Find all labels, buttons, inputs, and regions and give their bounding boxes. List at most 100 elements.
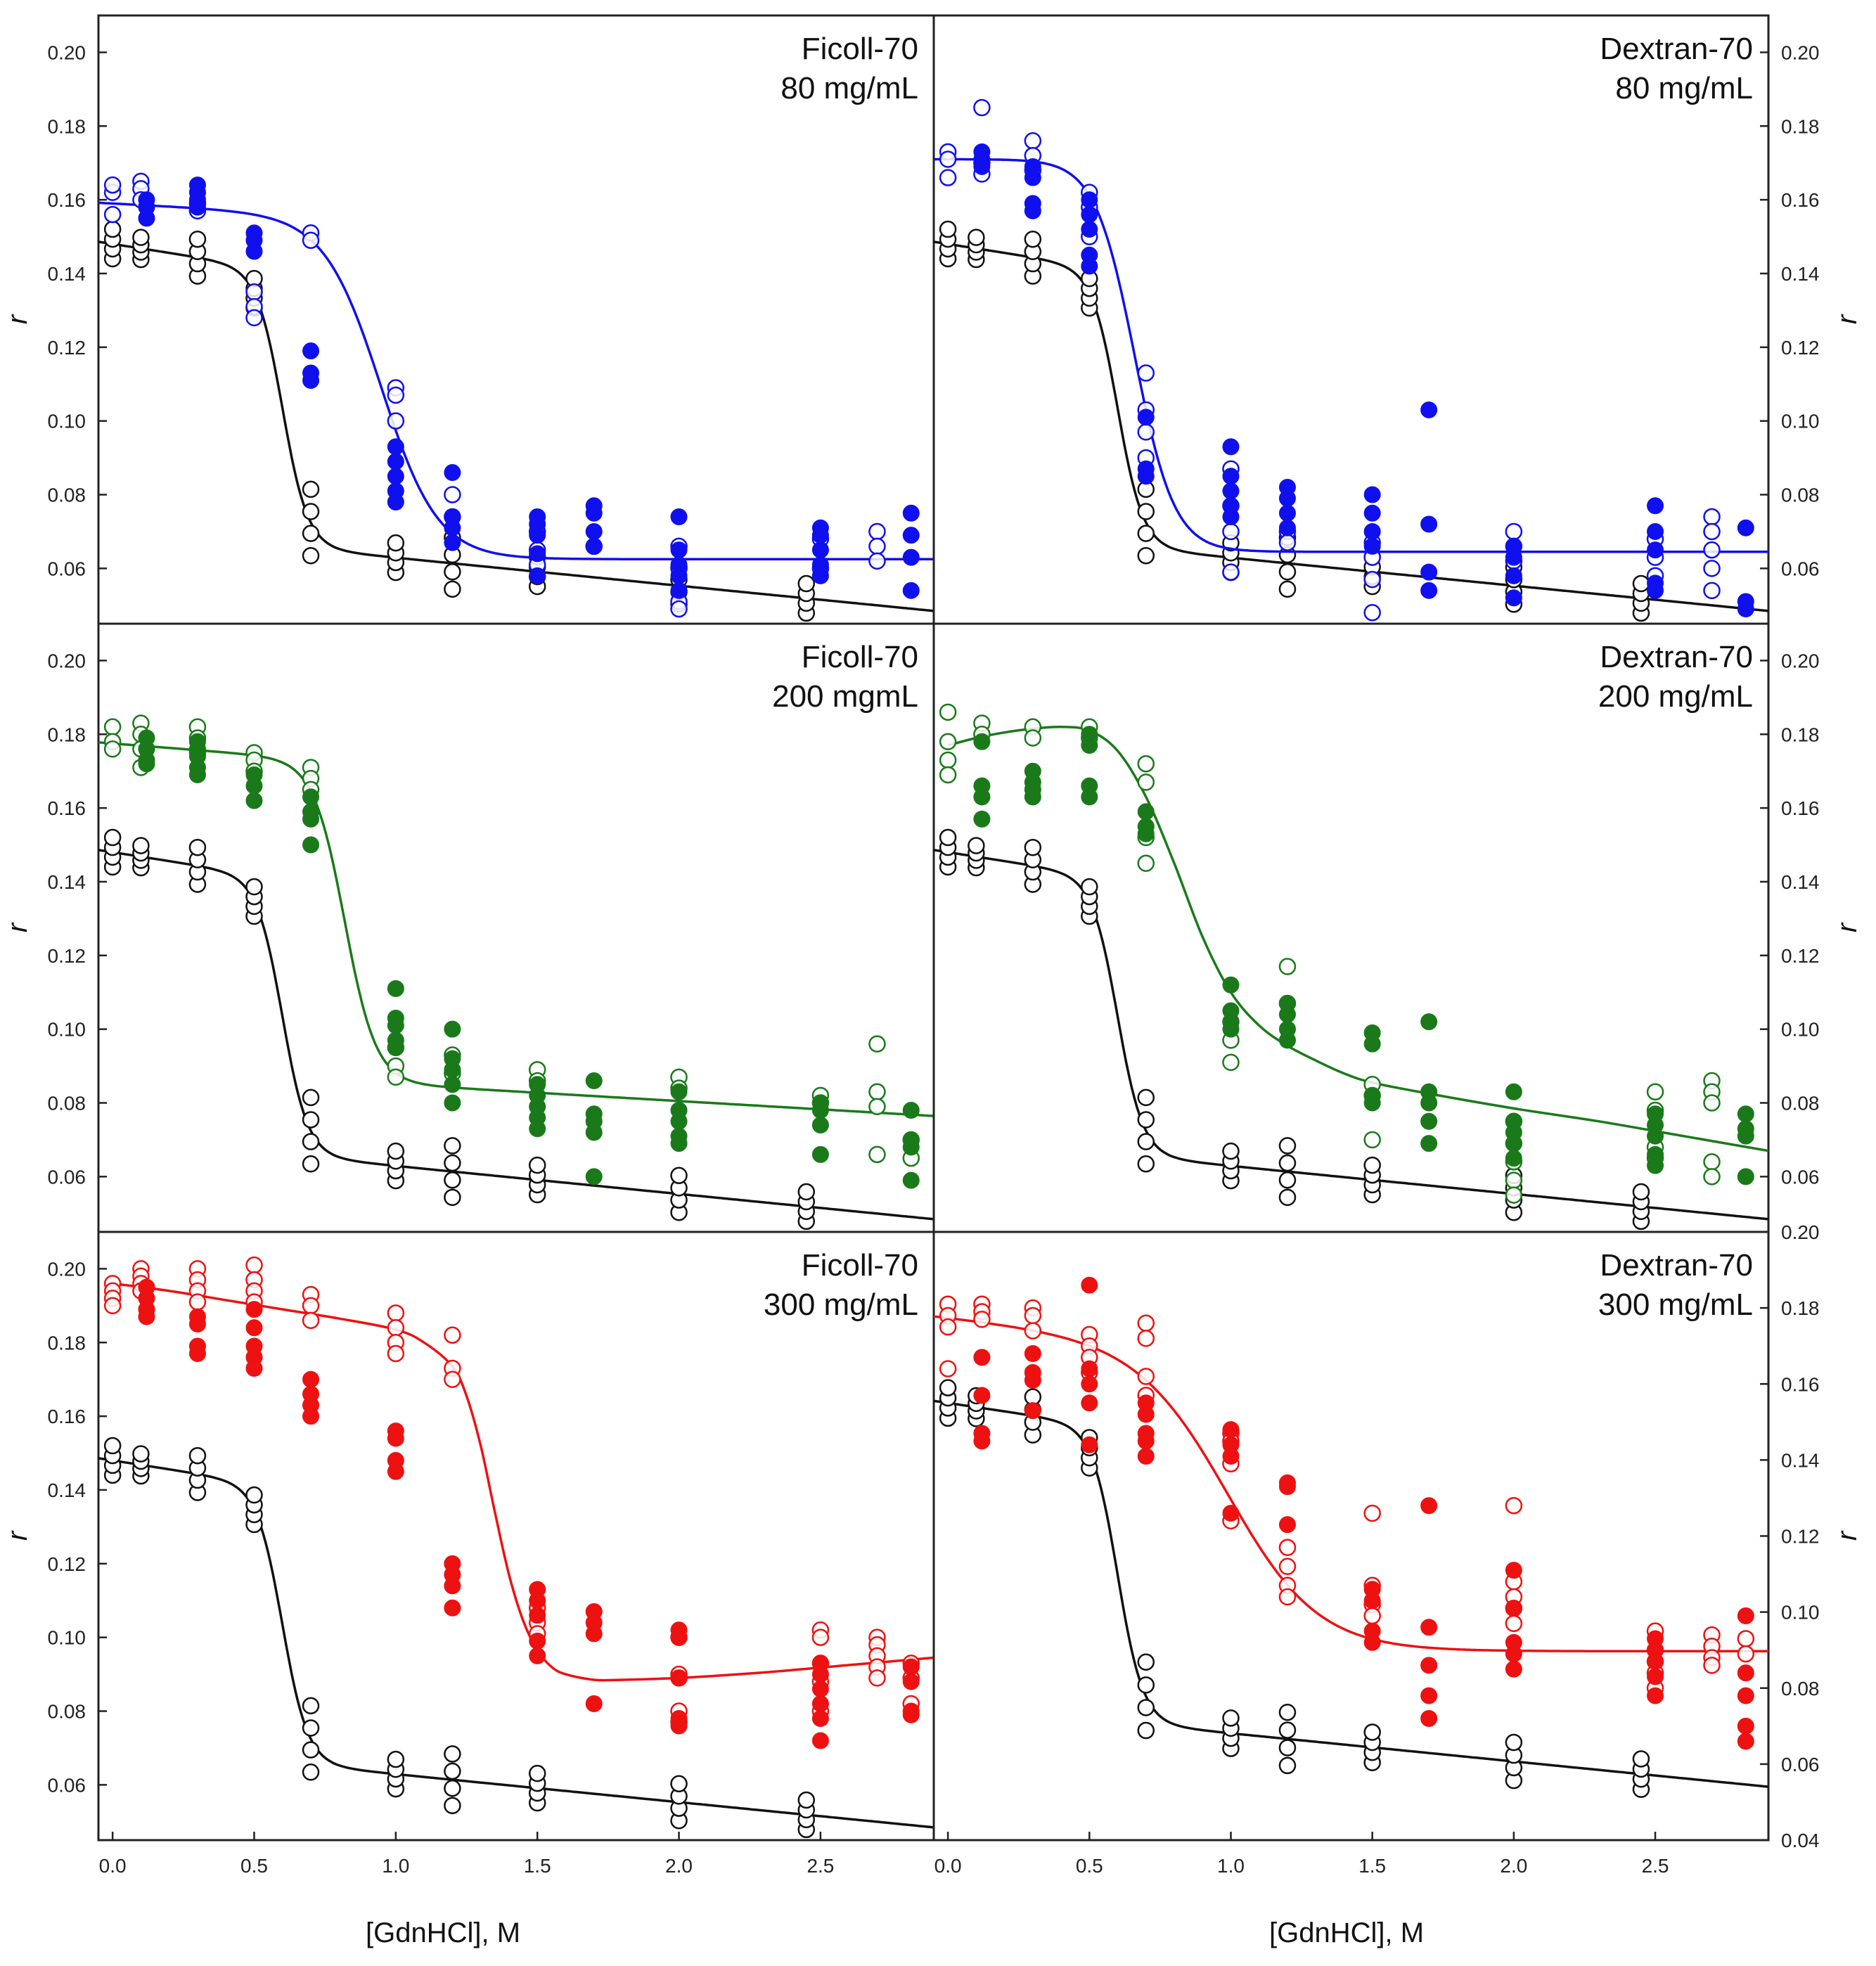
buffer-marker [132,229,150,246]
y-tick-label: 0.16 [48,189,86,211]
plot-area [98,172,934,622]
open-marker [1222,1053,1240,1072]
filled-marker [1278,1006,1296,1023]
open-marker [188,1293,207,1311]
filled-marker [1137,1432,1155,1450]
filled-marker [811,527,829,544]
filled-marker [188,1316,206,1333]
filled-marker [1737,1687,1754,1704]
y-axis-label: r [2,1530,33,1541]
filled-marker [1647,497,1664,515]
filled-marker [1737,1607,1754,1625]
open-marker [1137,1368,1155,1385]
open-marker [1278,534,1297,551]
buffer-marker [1024,230,1042,248]
open-marker [939,1360,957,1377]
y-tick-label: 0.18 [1781,115,1820,137]
panel-frame [932,14,1770,625]
buffer-marker [302,525,320,542]
open-marker [973,98,991,117]
filled-marker [1420,1687,1438,1704]
filled-marker [1137,825,1155,842]
buffer-marker [1632,1183,1650,1201]
filled-marker [387,980,404,997]
filled-marker [1137,1447,1155,1465]
filled-marker [1505,1135,1522,1152]
plot-area [934,1276,1768,1798]
filled-marker [670,582,688,599]
filled-marker [902,1138,920,1156]
filled-marker [245,792,263,809]
filled-marker [973,810,991,828]
filled-marker [1024,1402,1041,1420]
buffer-marker [1505,1733,1523,1752]
filled-marker [1420,1497,1438,1515]
filled-marker [811,1116,829,1133]
filled-marker [902,504,920,522]
buffer-marker [1278,1171,1297,1189]
filled-marker [1420,582,1438,599]
open-marker [1703,1153,1721,1171]
filled-marker [1737,1717,1754,1735]
buffer-marker [444,1188,461,1207]
y-tick-label: 0.18 [48,115,86,137]
filled-marker [1505,1660,1522,1678]
filled-marker [1024,169,1041,186]
filled-marker [138,1308,155,1325]
buffer-marker [1363,1156,1381,1174]
open-marker [387,1304,405,1322]
panel-title-line2: 80 mg/mL [780,71,918,105]
panel-title-line2: 80 mg/mL [1615,71,1753,105]
buffer-marker [968,229,985,246]
y-tick-label: 0.16 [48,797,86,819]
buffer-marker [245,878,263,896]
panel-title-line2: 300 mg/mL [1598,1287,1753,1322]
panel-top-left: 0.06 0.08 0.10 0.12 0.14 0.16 0.18 0.20 r Ficoll-… [2,14,935,625]
y-tick-label: 0.08 [48,1701,86,1723]
buffer-marker [245,1486,263,1504]
filled-marker [444,1577,461,1595]
buffer-marker [1278,1756,1297,1775]
panel-frame [97,14,935,625]
buffer-marker [968,837,985,854]
y-axis-label: r [2,314,33,324]
filled-marker [811,1145,829,1163]
filled-marker [1222,1421,1240,1439]
buffer-marker [103,828,122,847]
buffer-marker [1137,1111,1155,1129]
y-tick-label: 0.14 [48,263,86,285]
filled-marker [902,1102,920,1119]
filled-marker [444,1020,461,1038]
filled-marker [188,1345,206,1362]
open-marker [868,552,886,570]
x-tick-label: 2.5 [1642,1855,1669,1877]
filled-marker [302,1370,320,1388]
buffer-marker [302,503,320,520]
y-tick-label: 0.08 [1781,1678,1820,1700]
filled-marker [670,1628,688,1646]
y-axis-label: r [1832,1530,1863,1541]
plot-area [98,1256,934,1839]
filled-marker [1222,976,1240,994]
panel-title-line1: Dextran-70 [1600,1248,1753,1283]
filled-marker [811,1695,829,1713]
filled-marker [1647,522,1664,540]
buffer-marker [444,563,461,581]
open-marker [811,1628,830,1646]
open-marker [1024,729,1042,747]
open-marker [973,1311,991,1328]
filled-marker [670,541,688,559]
y-tick-label: 0.10 [48,411,86,432]
buffer-marker [188,1446,207,1465]
buffer-marker [444,1171,461,1189]
buffer-marker [1278,1154,1297,1172]
open-marker [939,150,957,168]
filled-marker [1081,1394,1098,1412]
buffer-marker [387,534,405,552]
open-marker [939,751,957,769]
filled-marker [387,438,404,456]
filled-marker [670,1135,688,1152]
buffer-marker [1137,1676,1155,1694]
open-marker [1737,1645,1755,1663]
filled-marker [1024,788,1041,806]
